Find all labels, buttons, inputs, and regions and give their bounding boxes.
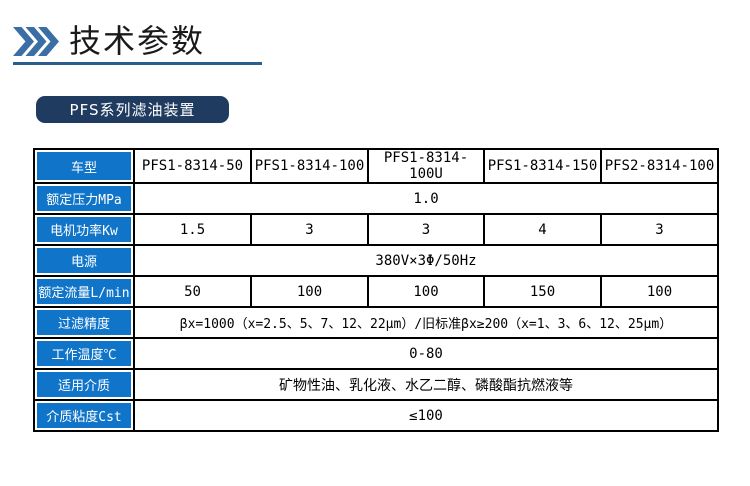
flow-rate-value: 100 <box>367 275 485 308</box>
section-title-block: 技术参数 <box>13 24 205 58</box>
table-row-working-temperature: 工作温度℃ 0-80 <box>33 337 719 370</box>
row-label-applicable-medium: 适用介质 <box>33 368 135 401</box>
section-title: 技术参数 <box>69 22 206 60</box>
table-row-flow-rate: 额定流量L/min 50 100 100 150 100 <box>33 275 719 308</box>
power-supply-value: 380V×3Φ/50Hz <box>133 244 719 277</box>
applicable-medium-value: 矿物性油、乳化液、水乙二醇、磷酸酯抗燃液等 <box>133 368 719 401</box>
motor-power-value: 1.5 <box>133 213 252 246</box>
motor-power-value: 3 <box>600 213 719 246</box>
motor-power-value: 3 <box>367 213 485 246</box>
table-row-power-supply: 电源 380V×3Φ/50Hz <box>33 244 719 277</box>
table-row-models: 车型 PFS1-8314-50 PFS1-8314-100 PFS1-8314-… <box>33 148 719 184</box>
row-label-flow-rate: 额定流量L/min <box>33 275 135 308</box>
pressure-value: 1.0 <box>133 182 719 215</box>
model-name: PFS1-8314-50 <box>133 148 252 184</box>
motor-power-value: 4 <box>483 213 602 246</box>
table-row-filtration-precision: 过滤精度 βx=1000（x=2.5、5、7、12、22μm）/旧标准βx≥20… <box>33 306 719 339</box>
row-label-medium-viscosity: 介质粘度Cst <box>33 399 135 432</box>
flow-rate-value: 150 <box>483 275 602 308</box>
filtration-precision-value: βx=1000（x=2.5、5、7、12、22μm）/旧标准βx≥200（x=1… <box>133 306 719 339</box>
row-label-motor-power: 电机功率Kw <box>33 213 135 246</box>
medium-viscosity-value: ≤100 <box>133 399 719 432</box>
row-label-model: 车型 <box>33 148 135 184</box>
triple-chevron-icon <box>13 26 59 56</box>
table-row-applicable-medium: 适用介质 矿物性油、乳化液、水乙二醇、磷酸酯抗燃液等 <box>33 368 719 401</box>
model-name: PFS1-8314-100U <box>367 148 485 184</box>
model-name: PFS2-8314-100 <box>600 148 719 184</box>
series-badge: PFS系列滤油装置 <box>36 96 229 123</box>
title-underline <box>13 62 262 65</box>
table-row-motor-power: 电机功率Kw 1.5 3 3 4 3 <box>33 213 719 246</box>
table-row-pressure: 额定压力MPa 1.0 <box>33 182 719 215</box>
row-label-power-supply: 电源 <box>33 244 135 277</box>
model-name: PFS1-8314-100 <box>250 148 369 184</box>
working-temperature-value: 0-80 <box>133 337 719 370</box>
motor-power-value: 3 <box>250 213 369 246</box>
table-row-medium-viscosity: 介质粘度Cst ≤100 <box>33 399 719 432</box>
flow-rate-value: 100 <box>600 275 719 308</box>
row-label-filtration-precision: 过滤精度 <box>33 306 135 339</box>
flow-rate-value: 50 <box>133 275 252 308</box>
flow-rate-value: 100 <box>250 275 369 308</box>
model-name: PFS1-8314-150 <box>483 148 602 184</box>
row-label-working-temperature: 工作温度℃ <box>33 337 135 370</box>
spec-table: 车型 PFS1-8314-50 PFS1-8314-100 PFS1-8314-… <box>33 148 719 432</box>
row-label-pressure: 额定压力MPa <box>33 182 135 215</box>
